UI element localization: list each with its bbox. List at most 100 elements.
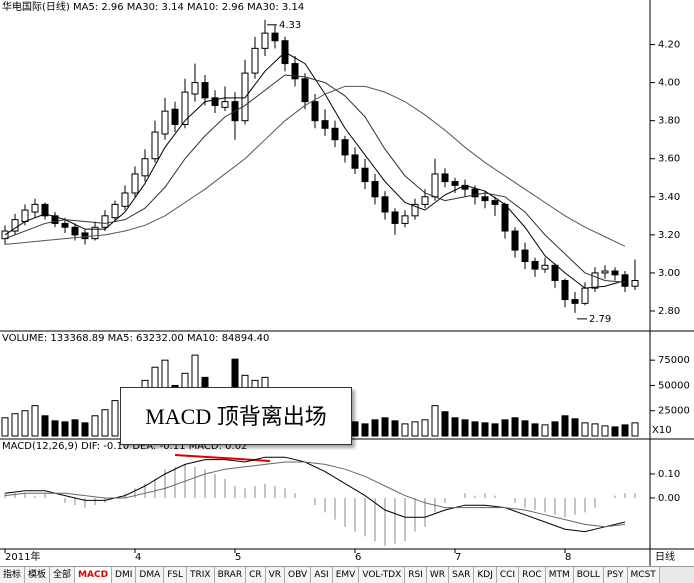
candle-body — [51, 215, 59, 224]
volume-bar — [491, 423, 499, 437]
tab[interactable]: ROC — [519, 567, 546, 583]
tab[interactable]: CR — [246, 567, 266, 583]
tab[interactable]: CCI — [496, 567, 520, 583]
tab[interactable]: VOL-TDX — [359, 567, 406, 583]
tab[interactable]: PSY — [603, 567, 628, 583]
candle-body — [41, 203, 49, 217]
volume-bar — [471, 421, 479, 437]
tab[interactable]: MTM — [545, 567, 574, 583]
candle-body — [601, 270, 609, 274]
tab[interactable]: SAR — [449, 567, 475, 583]
candle-body — [501, 203, 509, 232]
volume-bar — [391, 420, 399, 437]
tab[interactable]: KDJ — [474, 567, 497, 583]
volume-bar — [541, 424, 549, 437]
tab[interactable]: DMA — [136, 567, 165, 583]
candle-body — [121, 192, 129, 207]
volume-bar — [591, 423, 599, 437]
volume-bar — [21, 410, 29, 437]
candle-body — [571, 299, 579, 304]
volume-bar — [571, 418, 579, 437]
volume-bar — [461, 419, 469, 437]
candle-body — [291, 63, 299, 80]
tab[interactable]: MCST — [627, 567, 660, 583]
tab[interactable]: WR — [426, 567, 450, 583]
y-tick-label: 3.80 — [658, 116, 680, 127]
volume-header: VOLUME: 133368.89 MA5: 63232.00 MA10: 84… — [2, 333, 269, 344]
candle-body — [101, 215, 109, 228]
candle-body — [191, 82, 199, 95]
y-tick-label: 3.20 — [658, 230, 680, 241]
volume-bar — [601, 425, 609, 437]
candle-body — [381, 196, 389, 213]
volume-bar — [91, 415, 99, 437]
unit-label: X10 — [652, 425, 672, 436]
tab[interactable]: OBV — [285, 567, 312, 583]
candle-body — [161, 110, 169, 135]
volume-bar — [361, 423, 369, 437]
candle-body — [311, 101, 319, 122]
tab[interactable]: ASI — [311, 567, 333, 583]
y-tick-label: 75000 — [658, 355, 690, 366]
tab[interactable]: 模板 — [25, 567, 51, 583]
volume-bar — [411, 421, 419, 437]
tab[interactable]: 指标 — [0, 567, 26, 583]
tab[interactable]: 全部 — [50, 567, 76, 583]
candle-body — [11, 219, 19, 232]
candle-body — [221, 101, 229, 108]
candle-body — [521, 249, 529, 262]
tab[interactable]: FSL — [164, 567, 188, 583]
indicator-line — [4, 51, 626, 289]
tab[interactable]: TRIX — [187, 567, 215, 583]
volume-bar — [61, 421, 69, 437]
volume-bar — [521, 420, 529, 437]
volume-bar — [561, 415, 569, 437]
candle-body — [171, 108, 179, 125]
volume-bar — [51, 420, 59, 437]
y-tick-label: 50000 — [658, 380, 690, 391]
candle-body — [271, 32, 279, 42]
volume-bar — [451, 417, 459, 437]
volume-bar — [351, 421, 359, 437]
volume-bar — [101, 409, 109, 437]
volume-bar — [611, 426, 619, 437]
candle-body — [181, 91, 189, 125]
indicator-line — [4, 74, 626, 283]
candle-body — [211, 97, 219, 106]
candle-body — [361, 167, 369, 183]
callout: MACD 顶背离出场 — [120, 387, 352, 445]
volume-bar — [1, 417, 9, 437]
volume-bar — [581, 422, 589, 437]
volume-bar — [551, 421, 559, 437]
candle-body — [111, 203, 119, 219]
candle-body — [451, 181, 459, 186]
annotation: 2.79 — [589, 314, 611, 325]
volume-bar — [41, 415, 49, 437]
tab[interactable]: BRAR — [214, 567, 247, 583]
candle-body — [431, 173, 439, 198]
volume-bar — [531, 423, 539, 437]
volume-bar — [501, 419, 509, 437]
volume-bar — [441, 411, 449, 437]
candle-body — [561, 280, 569, 301]
volume-bar — [31, 405, 39, 437]
candle-body — [151, 131, 159, 160]
candle-body — [81, 232, 89, 240]
y-tick-label: 3.00 — [658, 268, 680, 279]
tab[interactable]: EMV — [332, 567, 360, 583]
volume-bar — [431, 405, 439, 437]
candle-body — [141, 158, 149, 177]
tab[interactable]: MACD — [75, 567, 113, 583]
candle-body — [471, 188, 479, 198]
tab[interactable]: DMI — [112, 567, 137, 583]
indicator-line — [4, 461, 626, 528]
tab[interactable]: VR — [265, 567, 286, 583]
y-tick-label: 2.80 — [658, 306, 680, 317]
tab[interactable]: RSI — [405, 567, 427, 583]
tab[interactable]: BOLL — [573, 567, 604, 583]
x-tick-label: 4 — [135, 552, 141, 563]
volume-bar — [71, 419, 79, 437]
candle-body — [441, 173, 449, 183]
candle-body — [31, 203, 39, 213]
